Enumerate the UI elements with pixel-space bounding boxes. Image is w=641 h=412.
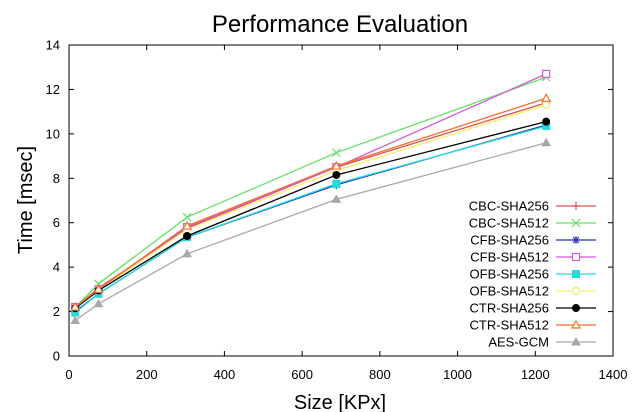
y-tick-label: 12	[46, 82, 60, 97]
series-point	[571, 336, 581, 346]
axis-ticks: 0 200 400 600 800 1000 1200 1400 0 2 4 6 8 10 12 14	[46, 38, 628, 383]
legend: CBC-SHA256 CBC-SHA512 CFB-SHA256 CFB-SHA512…	[469, 199, 596, 350]
series-point	[542, 100, 551, 110]
legend-label: OFB-SHA256	[470, 267, 549, 282]
series-point	[572, 304, 580, 312]
legend-entry: CTR-SHA256	[470, 301, 596, 316]
legend-label: CTR-SHA512	[470, 318, 549, 333]
series-point	[541, 137, 552, 147]
series-point	[571, 286, 581, 296]
x-tick-label: 0	[65, 367, 72, 382]
series-point	[183, 232, 192, 241]
legend-label: AES-GCM	[488, 335, 549, 350]
y-tick-label: 14	[46, 38, 60, 53]
series-point	[182, 212, 192, 222]
y-axis-label: Time [msec]	[15, 146, 37, 254]
y-tick-label: 10	[46, 126, 60, 141]
y-tick-label: 8	[53, 171, 60, 186]
legend-label: CTR-SHA256	[470, 301, 549, 316]
x-axis-label: Size [KPx]	[294, 392, 386, 412]
series-ctr-sha512	[70, 93, 552, 311]
series-point	[541, 93, 552, 102]
legend-entry: OFB-SHA256	[470, 267, 596, 282]
x-tick-label: 400	[214, 367, 236, 382]
plot-border	[68, 44, 614, 357]
series-point	[542, 117, 551, 126]
series-point	[331, 160, 342, 170]
x-tick-label: 200	[136, 367, 158, 382]
series-point	[182, 248, 192, 258]
series-point	[93, 298, 104, 308]
series-point	[331, 148, 341, 158]
y-tick-label: 2	[53, 304, 60, 319]
legend-entry: CFB-SHA512	[470, 250, 596, 265]
legend-entry: OFB-SHA512	[470, 284, 596, 299]
x-tick-label: 1000	[443, 367, 472, 382]
legend-entry: CFB-SHA256	[470, 233, 596, 248]
legend-entry: CTR-SHA512	[470, 318, 596, 333]
series-point	[571, 218, 581, 228]
legend-label: CFB-SHA256	[470, 233, 549, 248]
series-point	[93, 284, 104, 293]
chart-title: Performance Evaluation	[212, 11, 468, 38]
legend-entry: AES-GCM	[488, 335, 596, 350]
series-point	[572, 236, 580, 244]
series-point	[572, 202, 580, 210]
series-point	[182, 220, 193, 230]
series-point	[332, 179, 341, 188]
series-point	[331, 194, 342, 203]
series-point	[542, 69, 551, 78]
legend-label: OFB-SHA512	[470, 284, 549, 299]
x-tick-label: 1400	[599, 367, 628, 382]
legend-entry: CBC-SHA512	[469, 216, 596, 231]
plot-frame	[68, 44, 614, 357]
series-point	[570, 319, 582, 329]
y-tick-label: 4	[53, 260, 60, 275]
series-group	[70, 69, 552, 324]
x-tick-label: 1200	[521, 367, 550, 382]
legend-label: CBC-SHA256	[469, 199, 549, 214]
x-tick-label: 600	[291, 367, 313, 382]
legend-entry: CBC-SHA256	[469, 199, 596, 214]
series-point	[70, 315, 81, 324]
series-point	[572, 270, 580, 278]
series-point	[70, 301, 81, 311]
series-point	[332, 170, 341, 179]
series-point	[571, 252, 581, 262]
y-tick-label: 6	[53, 215, 60, 230]
legend-label: CFB-SHA512	[470, 250, 549, 265]
legend-label: CBC-SHA512	[469, 216, 549, 231]
series-aes-gcm	[70, 137, 552, 324]
y-tick-label: 0	[53, 349, 60, 364]
x-tick-label: 800	[369, 367, 391, 382]
